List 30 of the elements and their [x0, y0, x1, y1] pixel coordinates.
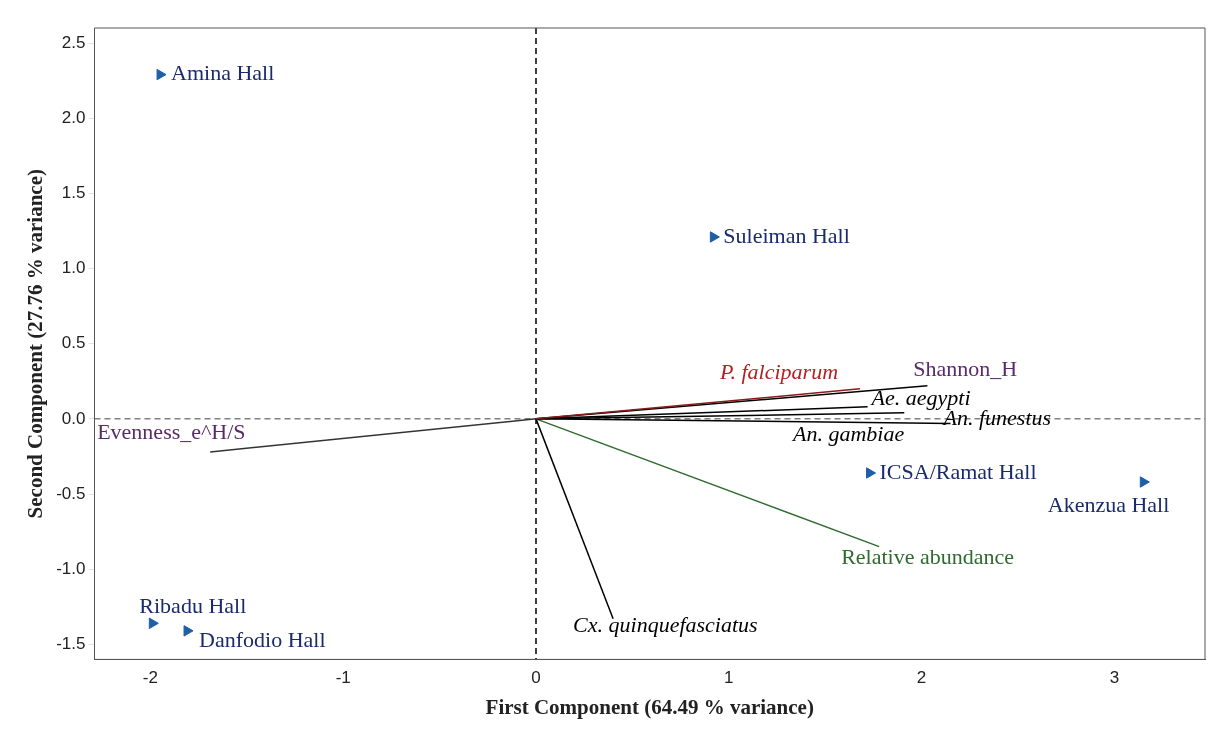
series-label: Amina Hall — [171, 60, 275, 86]
x-tick-label: 2 — [916, 668, 927, 688]
y-tick-label: 2.0 — [61, 107, 86, 127]
series-label: Cx. quinquefasciatus — [573, 611, 758, 637]
y-tick-label: 1.5 — [61, 183, 86, 203]
series-label: Evenness_e^H/S — [97, 418, 246, 444]
y-tick-label: -0.5 — [56, 483, 86, 503]
y-tick-label: -1.0 — [56, 558, 86, 578]
series-label: Relative abundance — [841, 544, 1015, 570]
x-axis-title: First Component (64.49 % variance) — [485, 694, 814, 719]
series-label: Danfodio Hall — [199, 626, 326, 652]
x-tick-label: -2 — [142, 668, 158, 688]
series-label: ICSA/Ramat Hall — [879, 458, 1037, 484]
series-label: Ribadu Hall — [139, 593, 247, 619]
series-label: P. falciparum — [718, 358, 839, 384]
series-label: Suleiman Hall — [723, 222, 850, 248]
series-label: Shannon_H — [913, 355, 1018, 381]
y-tick-label: 2.5 — [61, 32, 86, 52]
y-tick-label: 0.0 — [61, 408, 86, 428]
x-tick-label: 3 — [1109, 668, 1120, 688]
y-axis-title: Second Component (27.76 % variance) — [23, 168, 48, 519]
y-tick-label: -1.5 — [56, 634, 86, 654]
x-tick-label: -1 — [335, 668, 351, 688]
x-tick-label: 0 — [531, 668, 541, 688]
series-label: An. gambiae — [791, 420, 905, 446]
series-label: Ae. aegypti — [869, 384, 971, 410]
series-label: Akenzua Hall — [1047, 491, 1170, 517]
x-tick-label: 1 — [724, 668, 734, 688]
y-tick-label: 0.5 — [61, 333, 86, 353]
y-tick-label: 1.0 — [61, 258, 86, 278]
